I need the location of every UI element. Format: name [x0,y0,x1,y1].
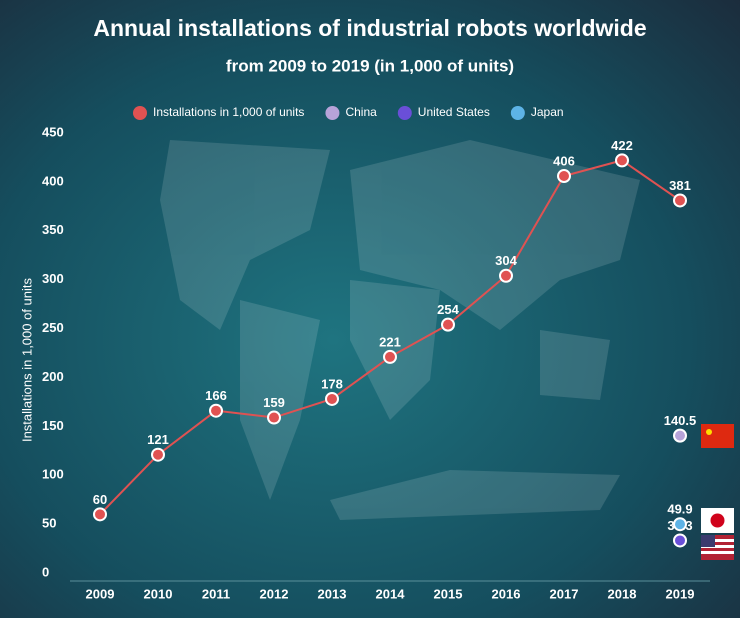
data-point [673,428,687,443]
data-label: 254 [437,302,459,317]
flag-japan [701,508,734,533]
x-tick-label: 2015 [434,586,463,601]
data-point [673,193,687,208]
data-label: 159 [263,395,285,410]
data-label: 60 [93,492,107,507]
y-tick-label: 0 [42,564,49,579]
x-tick-label: 2017 [550,586,579,601]
x-tick-label: 2018 [608,586,637,601]
data-label: 221 [379,334,401,349]
data-point [267,410,281,425]
y-tick-label: 350 [42,222,64,237]
data-label: 304 [495,253,517,268]
x-tick-label: 2019 [666,586,695,601]
data-label: 140.5 [664,413,697,428]
x-tick-label: 2011 [202,586,230,601]
flag-usa [701,535,734,560]
x-tick-label: 2016 [492,586,521,601]
data-label: 406 [553,153,575,168]
data-point [557,169,571,184]
data-point [615,153,629,168]
legend-label: China [345,105,377,119]
y-tick-label: 50 [42,516,56,531]
x-tick-label: 2014 [376,586,406,601]
y-tick-label: 200 [42,369,64,384]
data-label: 381 [669,178,691,193]
y-tick-label: 100 [42,467,64,482]
data-point [209,403,223,418]
legend-marker [325,106,340,120]
data-label: 178 [321,376,343,391]
y-tick-label: 450 [42,124,64,139]
y-tick-label: 300 [42,271,64,286]
world-map [160,140,640,520]
data-point [441,317,455,332]
x-tick-label: 2012 [260,586,289,601]
y-tick-label: 150 [42,418,64,433]
data-label: 422 [611,138,633,153]
data-point [383,349,397,364]
legend-marker [397,106,412,120]
data-label: 49.9 [667,502,692,517]
chart-title: Annual installations of industrial robot… [93,15,646,41]
legend-label: Japan [531,105,564,119]
data-point [673,517,687,532]
legend-marker [510,106,525,120]
data-point [325,391,339,406]
legend-label: United States [418,105,490,119]
data-label: 166 [205,388,227,403]
y-tick-label: 250 [42,320,64,335]
flag-china [701,424,734,448]
data-point [673,533,687,548]
legend-label: Installations in 1,000 of units [153,105,304,119]
x-tick-label: 2013 [318,586,347,601]
data-point [93,507,107,522]
legend-marker [133,106,147,120]
data-point [151,447,165,462]
y-tick-label: 400 [42,173,64,188]
x-tick-label: 2009 [86,586,115,601]
data-point [499,268,513,283]
x-tick-label: 2010 [144,586,173,601]
y-axis-label: Installations in 1,000 of units [19,277,34,442]
chart-subtitle: from 2009 to 2019 (in 1,000 of units) [226,56,514,75]
data-label: 121 [147,432,169,447]
